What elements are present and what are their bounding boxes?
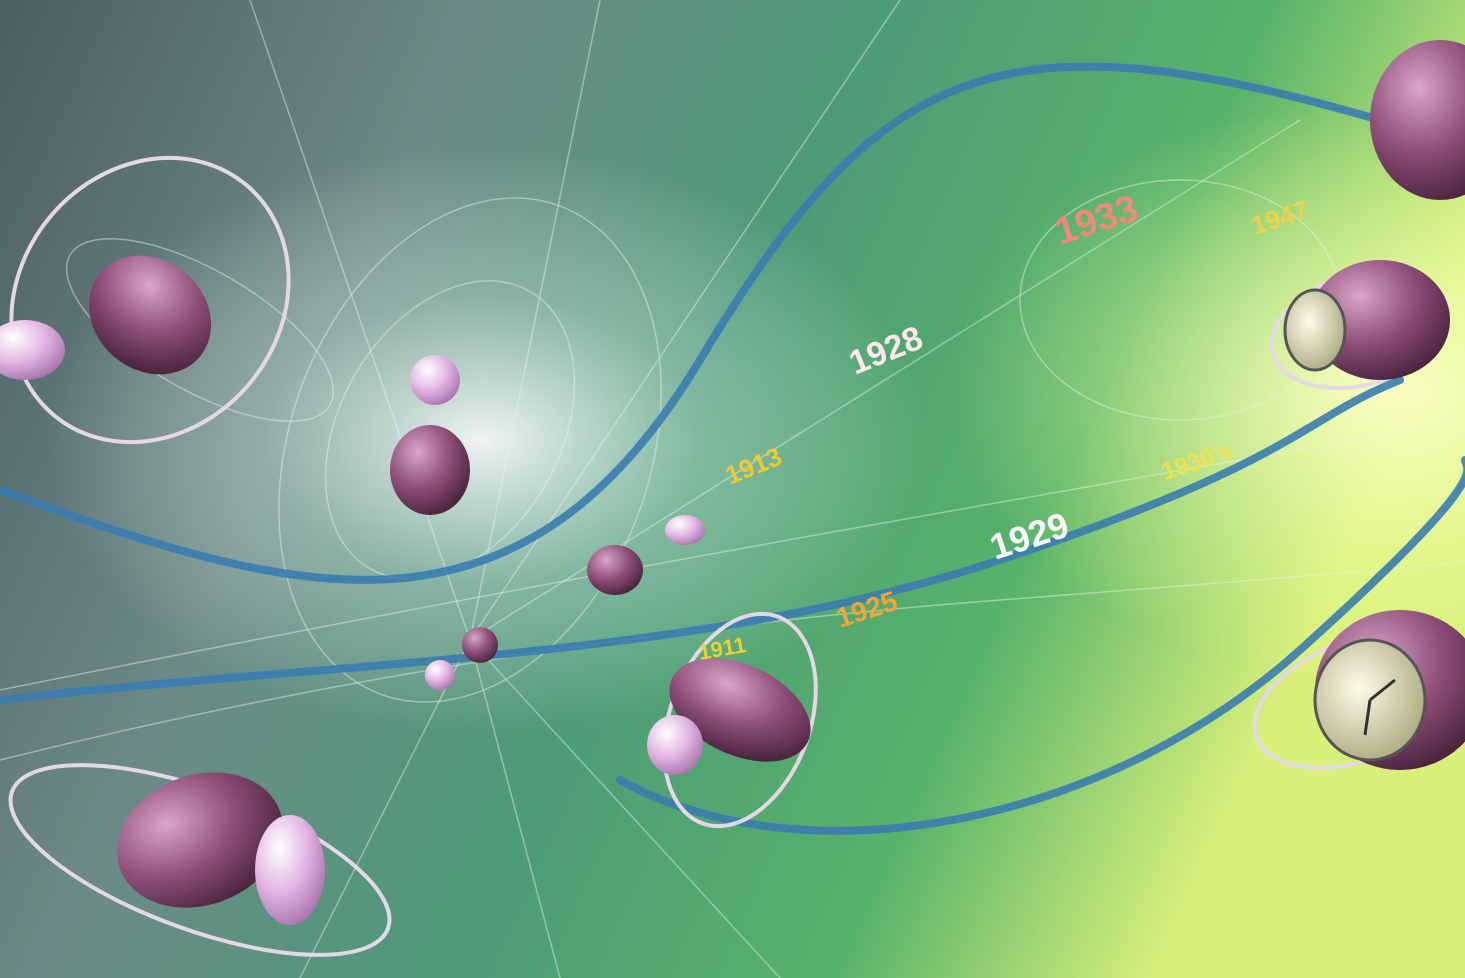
page: Illustration {"years": ["1933", "1947", … [0, 0, 1465, 978]
body: 1933 1947 1928 1913 1930's 1929 1925 191… [0, 0, 1465, 978]
illustration: 1933 1947 1928 1913 1930's 1929 1925 191… [0, 0, 1465, 978]
